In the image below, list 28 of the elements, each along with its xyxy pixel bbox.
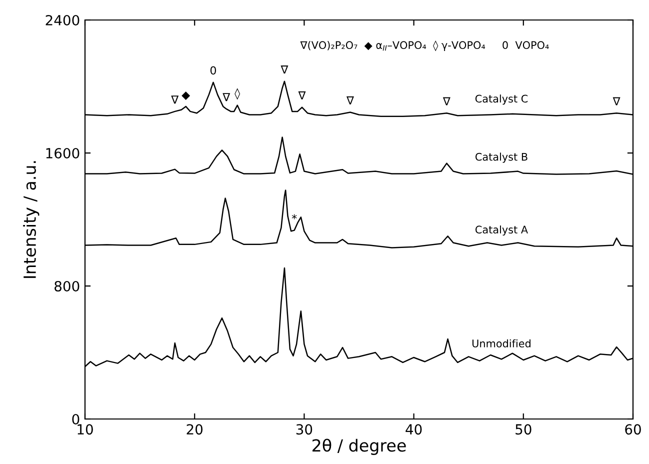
x-tick-label: 40 — [406, 424, 422, 435]
series-label: Catalyst B — [475, 152, 528, 163]
annotation: ∇(VO)₂P₂O₇ ◆ α$_{II}$–VOPO₄ ◊ γ-VOPO₄ 0 VOPO₄ — [300, 40, 549, 52]
y-tick-label: 800 — [54, 280, 80, 292]
annotation: * — [292, 214, 297, 220]
x-tick-label: 20 — [186, 424, 203, 435]
y-tick-label: 1600 — [46, 148, 80, 158]
annotation: ∇ — [298, 91, 306, 100]
y-tick-label: 0 — [72, 414, 80, 424]
x-tick-label: 10 — [78, 424, 93, 435]
series-label: Unmodified — [472, 339, 530, 348]
y-axis-title: Intensity / a.u. — [23, 161, 40, 278]
x-axis-title: 2θ / degree — [312, 438, 406, 455]
annotation: ◊ — [234, 88, 240, 100]
x-tick-label: 50 — [516, 424, 532, 435]
annotation: ∇ — [171, 96, 179, 104]
x-tick-label: 30 — [296, 424, 312, 435]
annotation: ∇ — [612, 97, 620, 106]
annotation: ∇ — [222, 93, 230, 102]
annotation: ∇ — [442, 97, 450, 106]
series-label: Catalyst A — [476, 225, 528, 236]
annotation: ∇ — [280, 65, 288, 74]
y-tick-label: 2400 — [46, 14, 80, 26]
annotation: ◆ — [182, 91, 190, 100]
series-label: Catalyst C — [475, 94, 528, 105]
annotation: ∇ — [346, 96, 354, 104]
annotation: 0 — [210, 66, 216, 75]
x-tick-label: 60 — [625, 424, 641, 435]
